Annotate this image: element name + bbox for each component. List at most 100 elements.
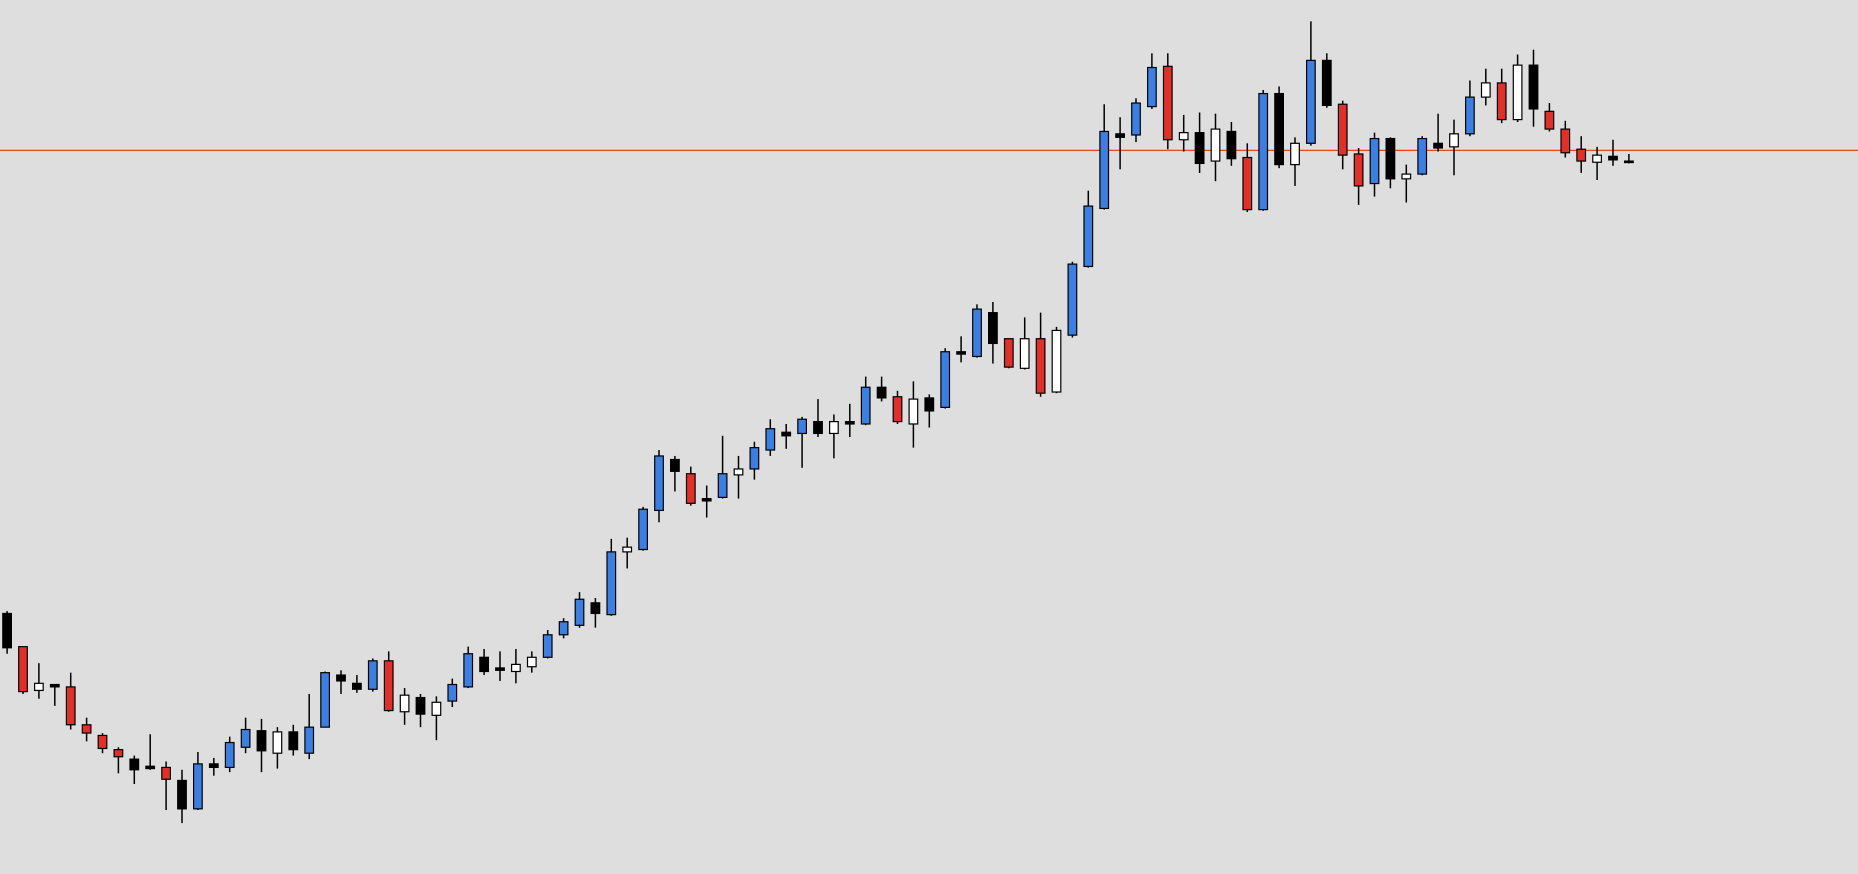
candle-body [511, 663, 521, 673]
candle-body [924, 397, 935, 412]
candle-body [352, 682, 362, 690]
candle-body [765, 428, 776, 451]
candle-body [669, 458, 680, 472]
candle-body [606, 551, 617, 616]
candle-body [1146, 66, 1157, 108]
candle-body [1544, 110, 1555, 130]
candle-body [1353, 153, 1364, 187]
candle-body [1385, 137, 1396, 180]
candle-body [81, 724, 92, 734]
candle-body [828, 421, 839, 435]
candle-body [749, 447, 760, 470]
candle-body [161, 766, 172, 780]
candle-body [733, 468, 744, 476]
candle-body [574, 598, 585, 626]
candle-body [1162, 65, 1173, 141]
candle-body [1131, 102, 1141, 136]
candle-body [1226, 130, 1237, 160]
candle-body [622, 546, 633, 553]
candle-body [1592, 154, 1603, 163]
candle-body [129, 758, 140, 771]
candle-body [65, 686, 76, 726]
candle-body [1019, 338, 1030, 369]
candle-body [860, 386, 871, 425]
candle-body [399, 694, 410, 713]
candle-body [1337, 103, 1348, 156]
candle-body [1290, 142, 1300, 166]
candle-body [240, 728, 251, 748]
candle-body [876, 386, 887, 399]
candle-body [1576, 148, 1587, 162]
candle-body [717, 473, 728, 498]
candle-body [685, 473, 696, 504]
candle-body [415, 696, 426, 715]
candle-body [1321, 59, 1332, 107]
candle-body [97, 734, 108, 750]
candle-body [1401, 173, 1412, 180]
candle-body [1003, 338, 1014, 368]
candle-body [542, 634, 553, 658]
candle-body [367, 660, 378, 690]
candle-body [654, 455, 664, 512]
candle-body [272, 731, 283, 754]
candle-body [1528, 64, 1539, 110]
candle-body [701, 497, 712, 502]
candle-body [1115, 133, 1126, 138]
candle-body [956, 351, 966, 355]
candle-body [1449, 133, 1459, 148]
candle-body [304, 726, 315, 754]
candle-body [33, 682, 44, 692]
candle-body [797, 418, 807, 435]
candle-body [256, 730, 267, 752]
candle-body [145, 765, 156, 770]
candle-body [288, 731, 299, 751]
candle-body [987, 312, 998, 345]
candle-body [1051, 329, 1062, 393]
candle-body [1274, 92, 1285, 166]
candle-body [1623, 160, 1634, 164]
candle-body [1464, 96, 1475, 135]
candle-body [1210, 128, 1221, 162]
candle-body [1067, 263, 1078, 336]
candle-body [1369, 137, 1380, 185]
candle-body [2, 612, 13, 649]
candle-body [558, 621, 569, 636]
candle-body [526, 656, 537, 668]
candle-body [177, 779, 187, 810]
candle-body [431, 701, 442, 716]
candle-body [1480, 82, 1491, 98]
candle-body [972, 308, 982, 358]
candle-body [781, 431, 792, 437]
candle-body [18, 646, 28, 693]
candle-body [224, 741, 235, 769]
candle-body [1035, 338, 1046, 394]
candle-body [638, 508, 648, 551]
candle-body [813, 421, 823, 435]
candle-body [1433, 142, 1444, 149]
candle-body [1560, 128, 1571, 154]
candle-body [590, 602, 601, 615]
candle-body [1496, 82, 1507, 121]
candle-body [1242, 156, 1253, 211]
candle-body [447, 683, 458, 702]
candle-body [1083, 205, 1094, 268]
candle-body [495, 667, 505, 671]
candle-body [1417, 137, 1428, 175]
candle-body [1258, 92, 1269, 211]
candle-body [208, 763, 219, 769]
candle-body [320, 672, 330, 728]
candle-body [1305, 59, 1316, 144]
candle-body [1194, 132, 1205, 165]
candle-body [1512, 64, 1523, 121]
candle-body [892, 396, 903, 423]
candle-body [336, 674, 346, 682]
candle-body [49, 683, 60, 688]
candle-body [844, 421, 855, 425]
candle-body [463, 653, 474, 688]
candle-body [1178, 132, 1189, 141]
candle-body [383, 660, 394, 712]
candle-body [1608, 155, 1618, 161]
candle-body [479, 656, 489, 673]
